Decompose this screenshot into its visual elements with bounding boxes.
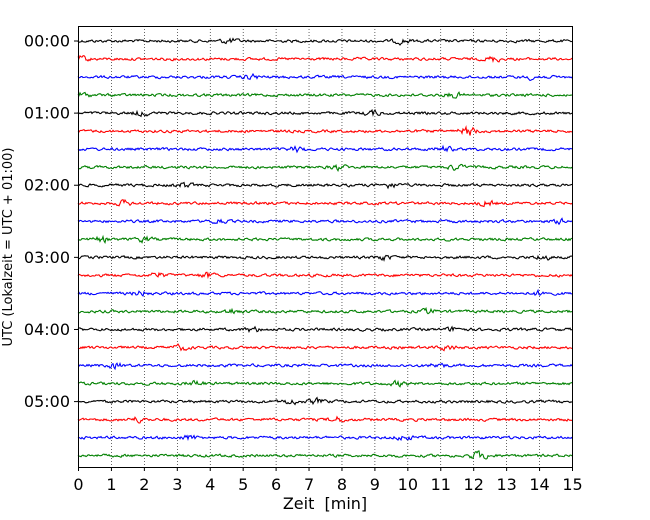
trace-0315 — [77, 271, 573, 280]
x-tick-label: 4 — [205, 475, 215, 494]
trace-0430 — [77, 361, 573, 371]
x-axis-label: Zeit [min] — [283, 494, 367, 513]
x-tick-label: 3 — [172, 475, 182, 494]
x-tick-label: 2 — [139, 475, 149, 494]
trace-0330 — [77, 288, 573, 298]
y-tick-label: 05:00 — [24, 392, 70, 411]
trace-0200 — [77, 181, 573, 190]
trace-0300 — [77, 254, 573, 262]
x-tick-label: 13 — [496, 475, 516, 494]
x-tick-label: 0 — [73, 475, 83, 494]
y-tick-label: 02:00 — [24, 176, 70, 195]
x-tick-label: 8 — [337, 475, 347, 494]
trace-0345 — [77, 306, 573, 315]
trace-0400 — [77, 325, 573, 334]
x-axis-ticks: 0 1 2 3 4 5 6 7 8 9 10 11 12 13 14 15 — [73, 467, 583, 494]
trace-0130 — [77, 144, 573, 154]
y-tick-label: 03:00 — [24, 248, 70, 267]
trace-0115 — [77, 125, 573, 136]
x-tick-label: 1 — [106, 475, 116, 494]
seismic-traces — [77, 37, 573, 460]
y-axis-ticks: 00:00 01:00 02:00 03:00 04:00 05:00 — [24, 32, 78, 411]
trace-0230 — [77, 217, 573, 226]
trace-0445 — [77, 379, 573, 388]
y-tick-label: 01:00 — [24, 104, 70, 123]
trace-0415 — [77, 343, 573, 352]
y-tick-label: 00:00 — [24, 32, 70, 51]
trace-0245 — [77, 234, 573, 245]
plot-frame — [78, 26, 573, 468]
trace-0000 — [77, 37, 573, 46]
x-tick-label: 6 — [271, 475, 281, 494]
x-tick-label: 12 — [464, 475, 484, 494]
trace-0500 — [77, 396, 573, 406]
x-tick-label: 11 — [431, 475, 451, 494]
x-tick-label: 9 — [370, 475, 380, 494]
x-tick-label: 5 — [238, 475, 248, 494]
x-tick-label: 7 — [304, 475, 314, 494]
y-tick-label: 04:00 — [24, 320, 70, 339]
x-tick-label: 10 — [398, 475, 418, 494]
trace-0215 — [77, 198, 573, 208]
trace-0100 — [77, 108, 573, 118]
x-tick-label: 14 — [529, 475, 549, 494]
x-tick-label: 15 — [562, 475, 582, 494]
trace-0145 — [77, 163, 573, 172]
trace-0545 — [77, 450, 573, 460]
trace-0030 — [77, 72, 573, 82]
y-axis-label: UTC (Lokalzeit = UTC + 01:00) — [1, 148, 16, 347]
trace-0045 — [77, 91, 573, 99]
trace-0015 — [77, 55, 573, 63]
trace-0530 — [77, 434, 573, 442]
trace-0515 — [77, 415, 573, 424]
